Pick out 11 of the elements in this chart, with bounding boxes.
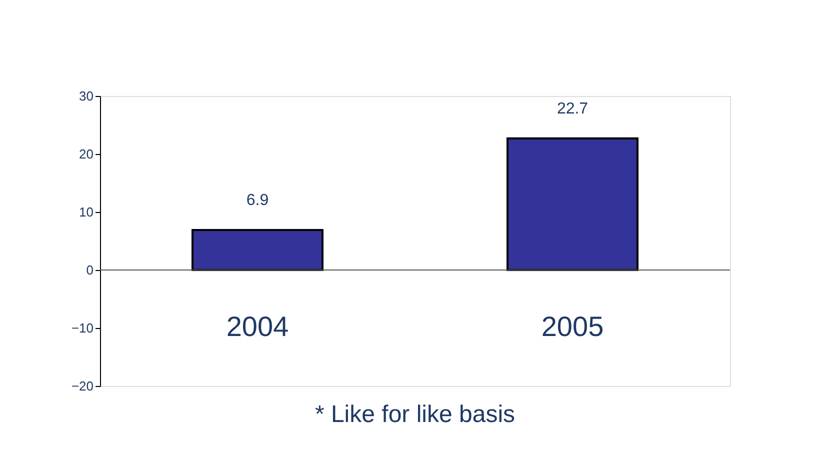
y-tick-label: 30 bbox=[79, 88, 94, 104]
y-tick-label: −20 bbox=[71, 378, 94, 394]
y-tick-label: 10 bbox=[79, 204, 94, 220]
x-tick-label: 2004 bbox=[226, 311, 289, 342]
y-tick-label: −10 bbox=[71, 320, 94, 336]
data-label: 6.9 bbox=[246, 192, 269, 209]
data-label: 22.7 bbox=[556, 100, 588, 118]
text: * Like for like basis bbox=[314, 401, 516, 428]
y-tick-label: 0 bbox=[86, 262, 94, 278]
x-tick-label: 2005 bbox=[541, 311, 604, 342]
y-tick-label: 20 bbox=[79, 146, 94, 162]
